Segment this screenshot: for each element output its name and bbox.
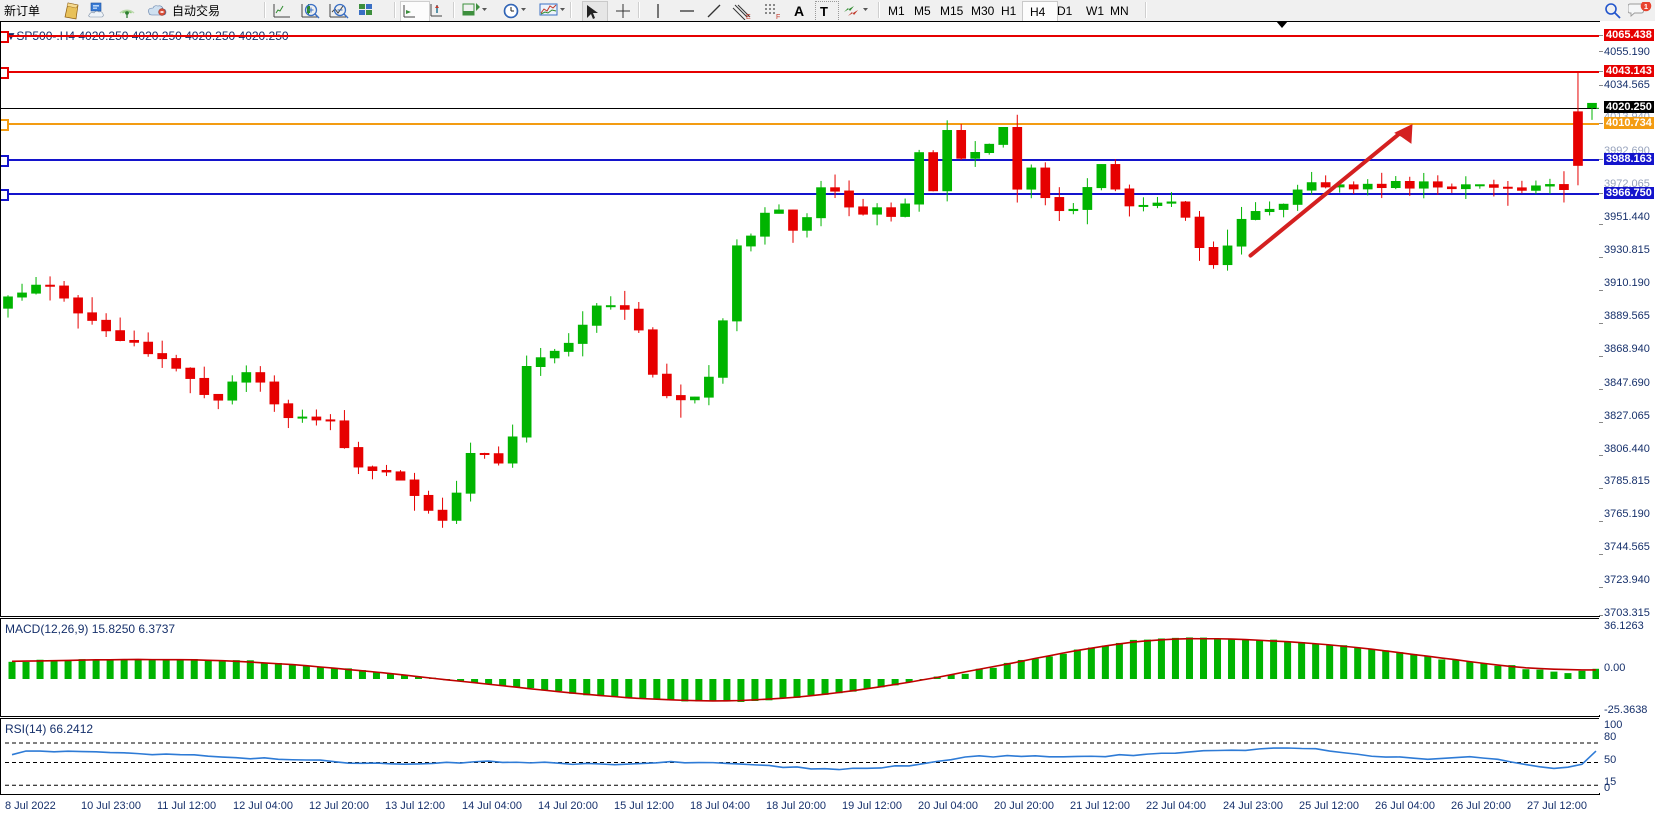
svg-text:E: E [746,14,751,20]
svg-text:F: F [776,14,780,20]
svg-text:1: 1 [1644,2,1648,11]
